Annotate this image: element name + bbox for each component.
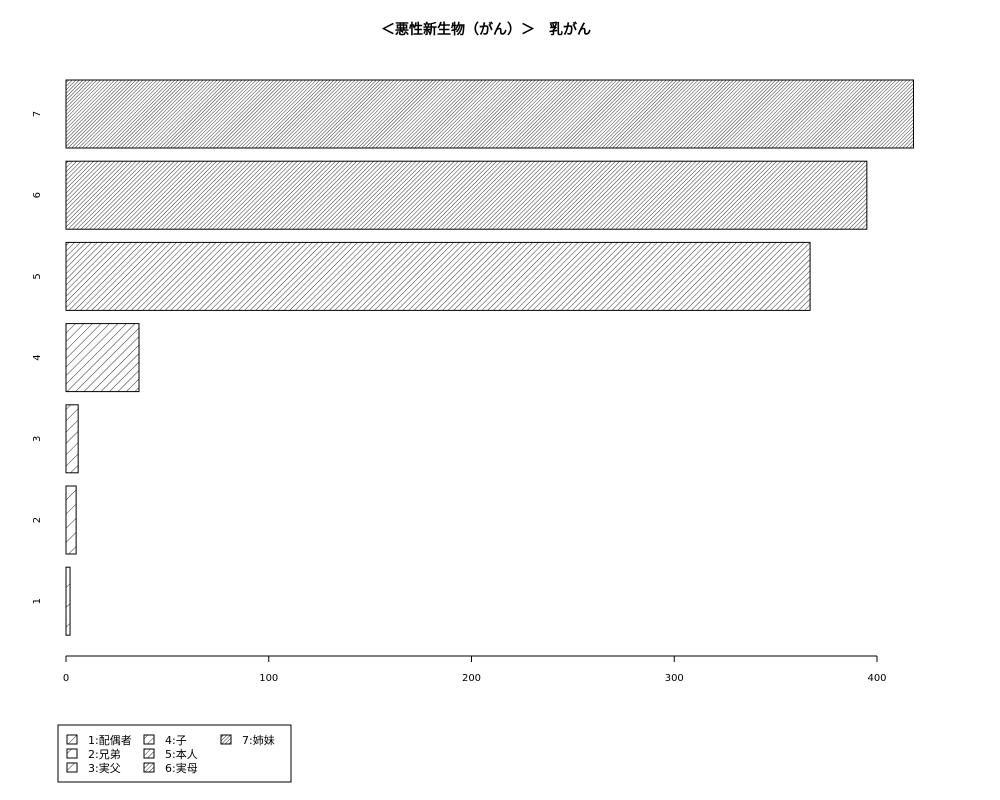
legend-label: 1:配偶者 <box>88 734 132 747</box>
legend-swatch <box>143 748 155 759</box>
legend-swatch <box>66 748 78 759</box>
y-tick-label: 5 <box>32 273 43 279</box>
bar-3 <box>65 404 79 474</box>
y-tick-label: 3 <box>32 436 43 442</box>
bar-1 <box>65 566 71 636</box>
y-tick-label: 7 <box>32 111 43 117</box>
legend-label: 7:姉妹 <box>242 733 275 747</box>
x-tick-label: 300 <box>665 673 684 684</box>
legend-swatch <box>66 762 78 773</box>
y-tick-label: 4 <box>32 354 43 360</box>
legend-label: 2:兄弟 <box>88 748 121 761</box>
legend-box <box>57 724 292 783</box>
legend-label: 4:子 <box>165 734 187 747</box>
legend-swatch <box>66 734 78 745</box>
x-axis: 0 100 200 300 400 <box>63 655 887 684</box>
legend-swatch <box>143 762 155 773</box>
x-tick-label: 200 <box>462 673 481 684</box>
y-axis-labels: 1 2 3 4 5 6 7 <box>32 111 43 605</box>
legend-label: 3:実父 <box>88 761 121 775</box>
bars-group <box>65 79 914 636</box>
legend-swatch <box>143 734 155 745</box>
bar-2 <box>65 485 77 555</box>
y-tick-label: 2 <box>32 517 43 523</box>
legend-swatch <box>220 734 232 745</box>
x-tick-label: 100 <box>259 673 278 684</box>
bar-5 <box>65 241 811 311</box>
x-tick-label: 0 <box>63 673 69 684</box>
chart-title: ＜悪性新生物（がん）＞ 乳がん <box>381 21 591 38</box>
bar-4 <box>65 323 140 393</box>
legend-label: 5:本人 <box>165 747 198 761</box>
y-tick-label: 1 <box>32 598 43 604</box>
bar-7 <box>65 79 914 149</box>
bar-6 <box>65 160 868 230</box>
y-tick-label: 6 <box>32 192 43 198</box>
legend-label: 6:実母 <box>165 761 198 775</box>
x-tick-label: 400 <box>867 673 886 684</box>
